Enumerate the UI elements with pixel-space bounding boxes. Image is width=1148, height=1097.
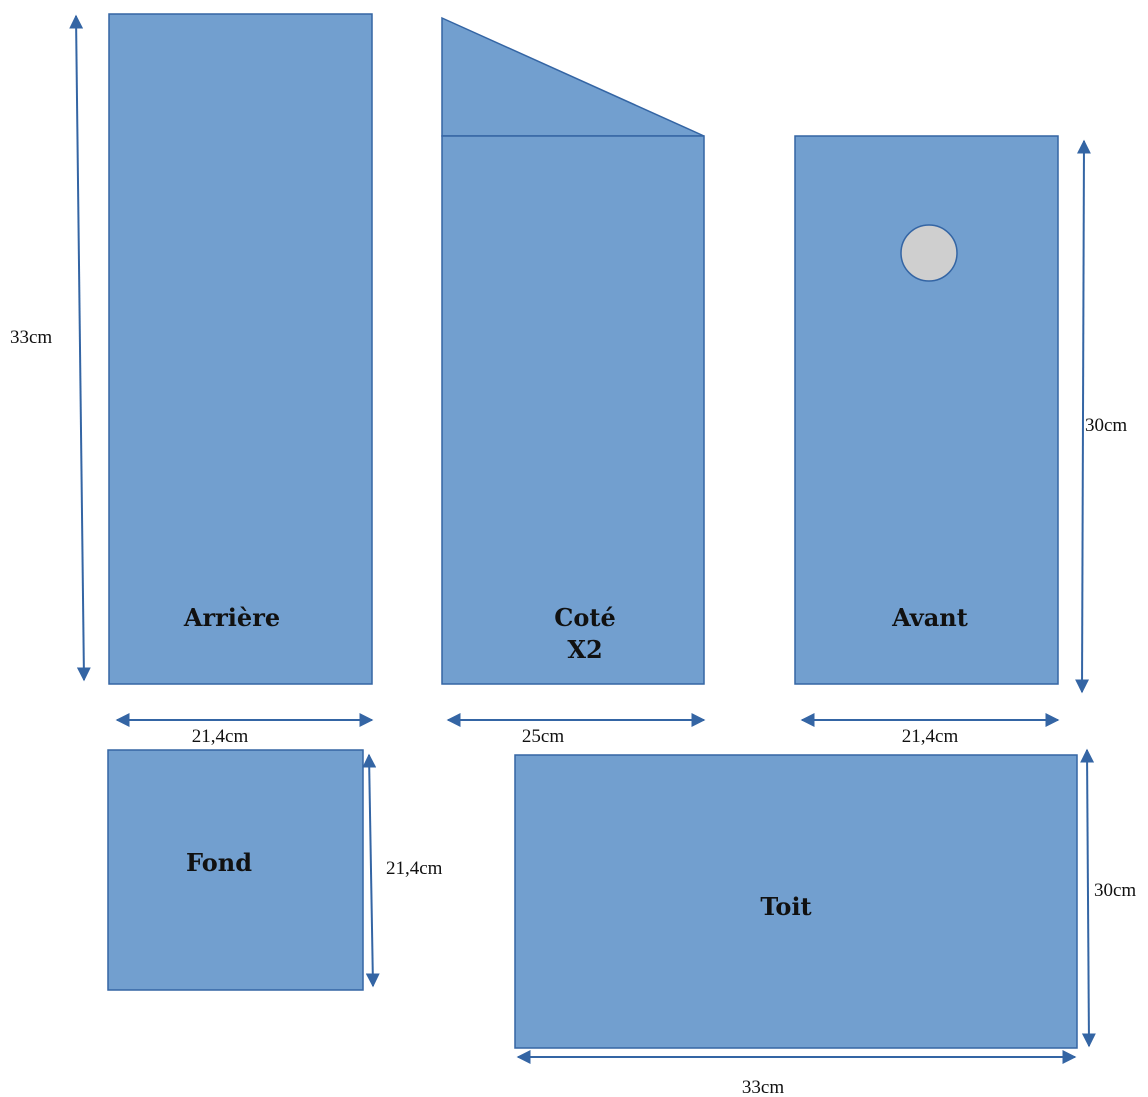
panel-fond-shape bbox=[107, 749, 364, 991]
panel-cote: Coté X2 bbox=[441, 16, 705, 685]
panel-fond-label: Fond bbox=[186, 848, 252, 877]
panel-arriere: Arrière bbox=[108, 13, 373, 685]
dim-toit-width: 33cm bbox=[516, 1050, 1077, 1097]
panel-cote-quantity: X2 bbox=[567, 635, 602, 664]
dim-avant-height: 30cm bbox=[1075, 139, 1127, 694]
panel-arriere-shape bbox=[108, 13, 373, 685]
panel-toit: Toit bbox=[514, 754, 1078, 1049]
panel-cote-label: Coté bbox=[554, 603, 615, 632]
dim-avant-height-label: 30cm bbox=[1085, 415, 1127, 436]
panel-cote-body bbox=[441, 135, 705, 685]
dim-cote-width: 25cm bbox=[446, 713, 706, 747]
dim-toit-width-label: 33cm bbox=[742, 1077, 784, 1097]
dim-arriere-width-label: 21,4cm bbox=[192, 726, 249, 747]
dim-toit-height-label: 30cm bbox=[1094, 880, 1136, 901]
panel-avant: Avant bbox=[794, 135, 1059, 685]
entrance-hole bbox=[900, 224, 958, 282]
panel-avant-shape bbox=[794, 135, 1059, 685]
dim-arriere-width: 21,4cm bbox=[115, 713, 374, 747]
panel-toit-shape bbox=[514, 754, 1078, 1049]
dim-arriere-height: 33cm bbox=[10, 14, 91, 682]
dim-toit-height: 30cm bbox=[1080, 748, 1136, 1048]
dim-fond-height-label: 21,4cm bbox=[386, 858, 443, 879]
dim-avant-width: 21,4cm bbox=[800, 713, 1060, 747]
dim-toit-height-arrow bbox=[1080, 748, 1096, 1048]
dim-arriere-height-arrow bbox=[69, 14, 91, 682]
panel-toit-label: Toit bbox=[760, 892, 811, 921]
panel-fond: Fond bbox=[107, 749, 364, 991]
dim-avant-width-label: 21,4cm bbox=[902, 726, 959, 747]
dim-arriere-height-label: 33cm bbox=[10, 327, 52, 348]
panel-arriere-label: Arrière bbox=[183, 603, 280, 632]
dim-avant-height-arrow bbox=[1075, 139, 1091, 694]
dim-fond-height: 21,4cm bbox=[362, 753, 443, 988]
dim-fond-height-arrow bbox=[362, 753, 380, 988]
panel-cote-slope bbox=[441, 16, 705, 137]
dim-cote-width-label: 25cm bbox=[522, 726, 564, 747]
panel-avant-label: Avant bbox=[891, 603, 968, 632]
